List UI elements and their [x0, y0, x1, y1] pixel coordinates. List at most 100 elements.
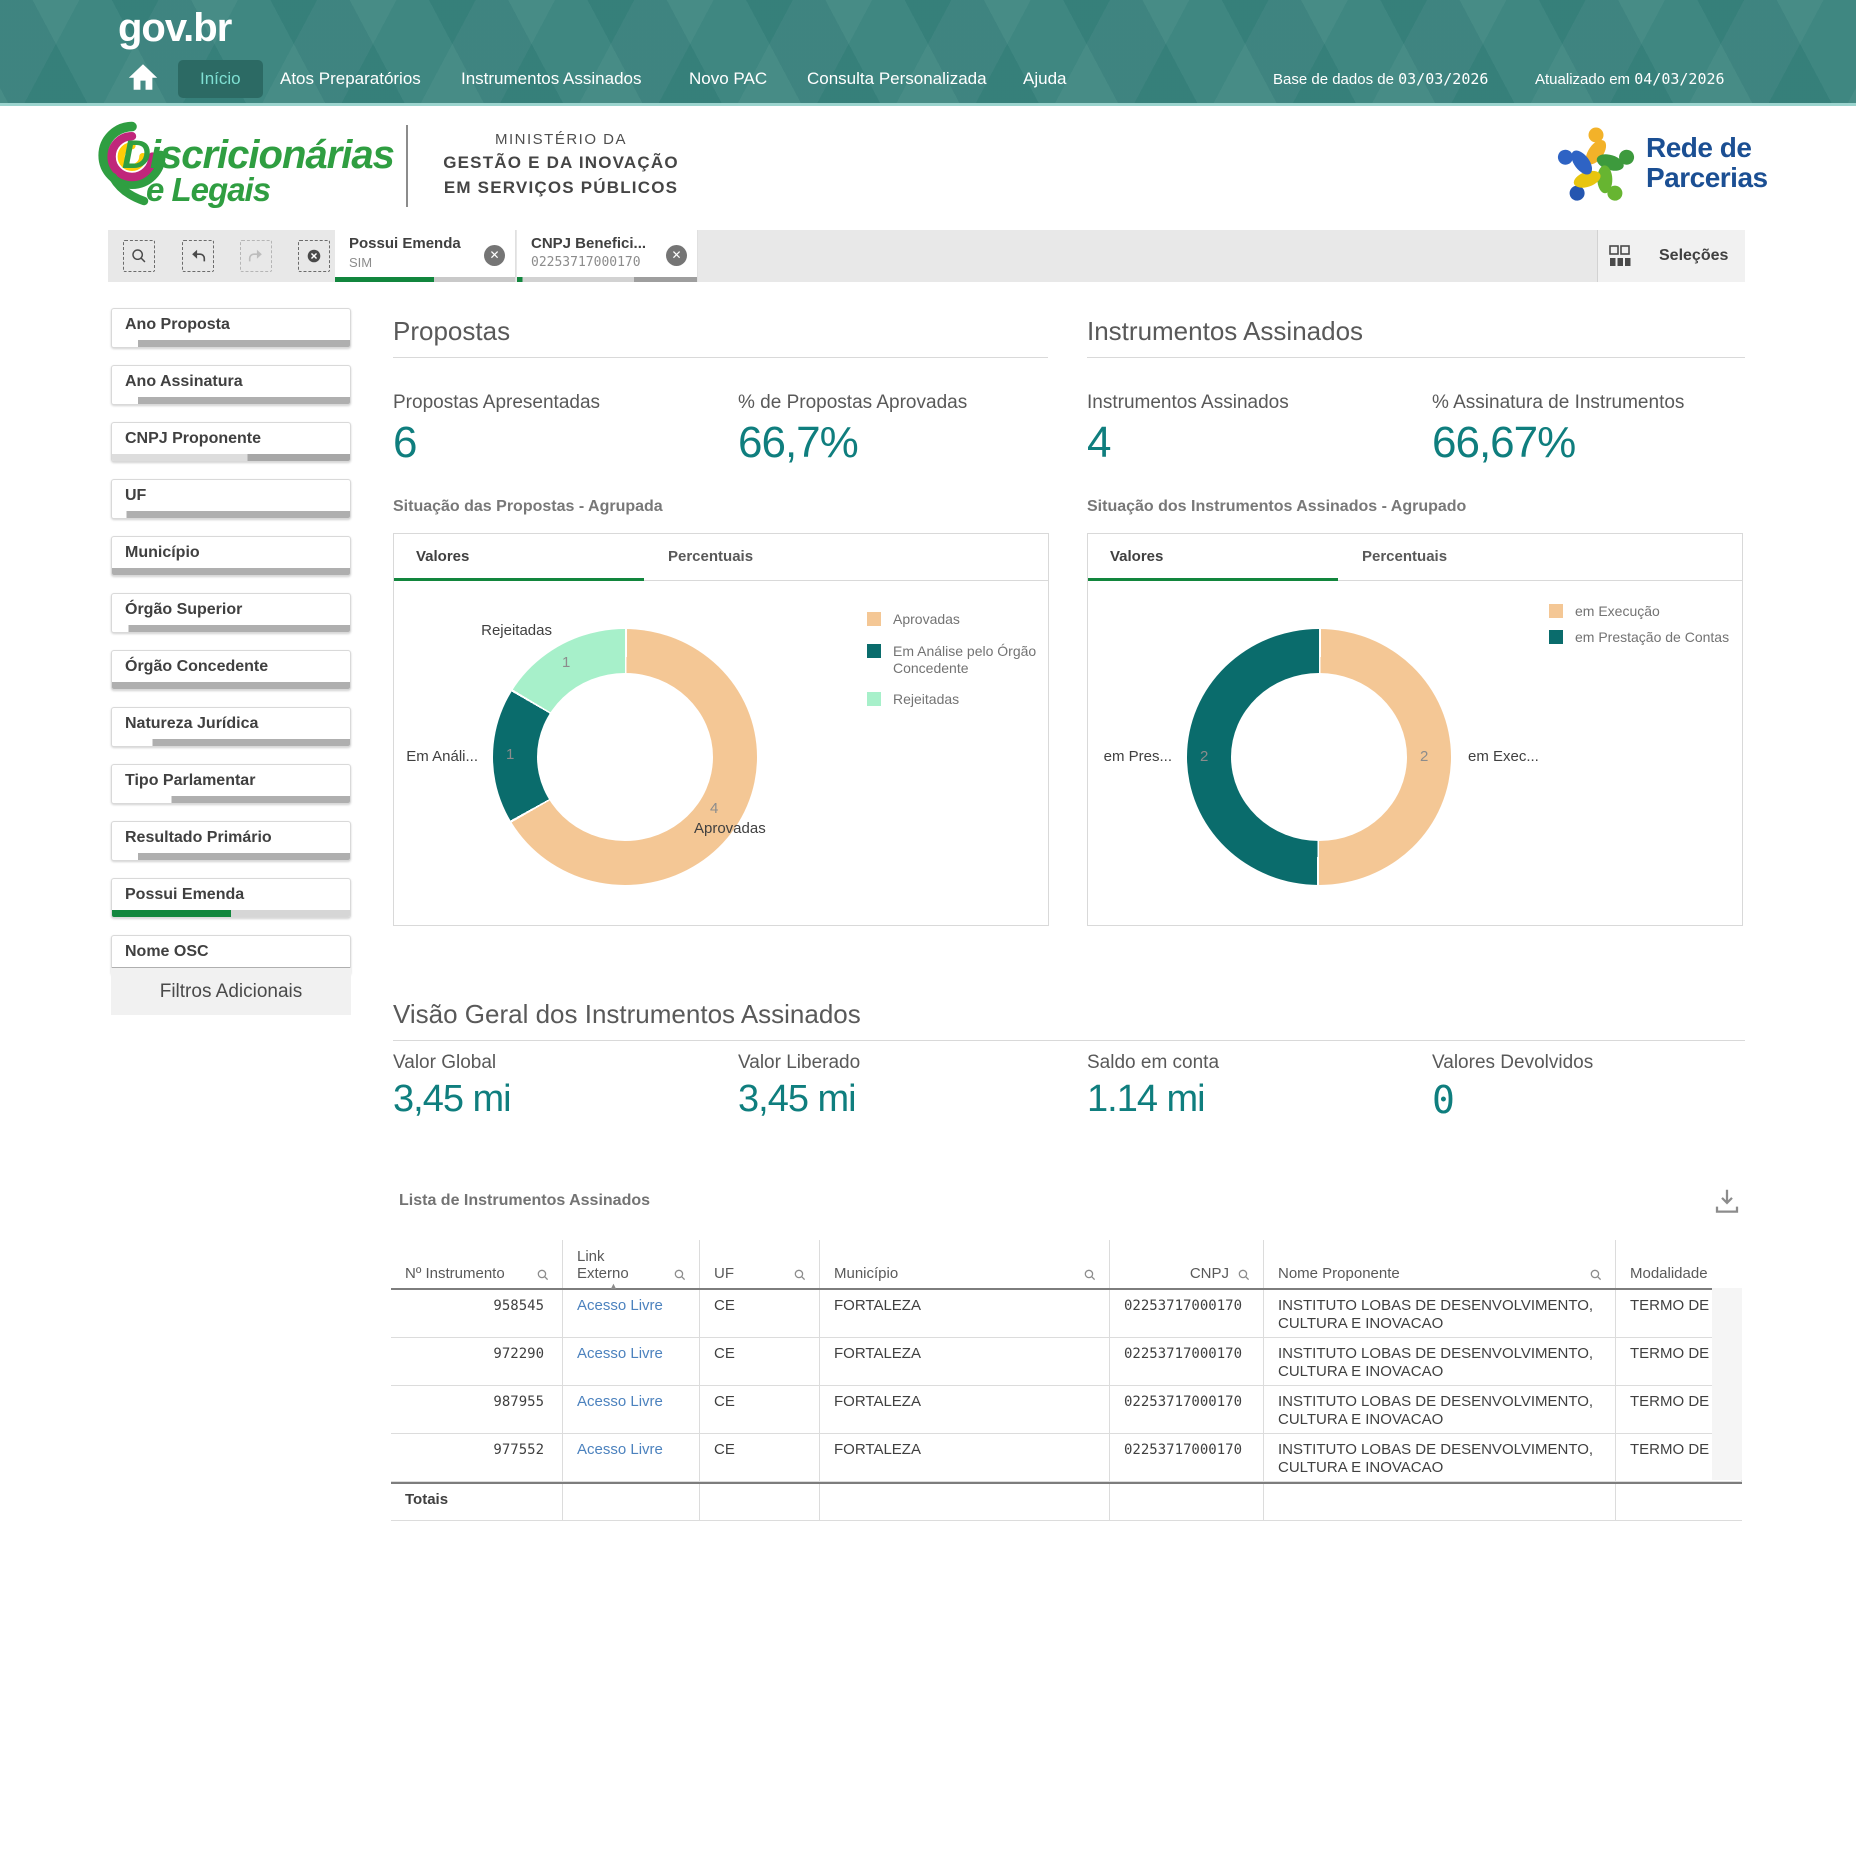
chip-close-icon[interactable]: ✕: [484, 245, 505, 266]
selection-forward-icon[interactable]: [240, 240, 272, 272]
download-icon[interactable]: [1712, 1186, 1742, 1216]
slice-value-rejeitadas: 1: [562, 654, 570, 671]
column-search-icon[interactable]: [1237, 1268, 1251, 1282]
cell-num-instrumento: 972290: [391, 1338, 563, 1385]
nav-instrumentos-assinados[interactable]: Instrumentos Assinados: [461, 60, 641, 98]
sidebar-item-orgao-superior[interactable]: Órgão Superior: [111, 593, 351, 633]
instrumentos-section-title: Instrumentos Assinados: [1087, 316, 1363, 347]
chart1-tabs: Valores Percentuais: [394, 534, 1048, 581]
table-row[interactable]: 958545 Acesso Livre CE FORTALEZA 0225371…: [391, 1290, 1742, 1338]
cell-uf: CE: [700, 1386, 820, 1433]
donut-hole: [1231, 673, 1407, 841]
updated-date-label: Atualizado em: [1535, 71, 1630, 88]
column-search-icon[interactable]: [1083, 1268, 1097, 1282]
cell-link-externo[interactable]: Acesso Livre: [563, 1386, 700, 1433]
tab-label: Valores: [416, 548, 469, 565]
slice-value-em-analise: 1: [506, 746, 514, 763]
chip-close-icon[interactable]: ✕: [666, 245, 687, 266]
selection-chip-possui-emenda[interactable]: Possui Emenda SIM ✕: [335, 230, 516, 282]
cell-municipio: FORTALEZA: [820, 1434, 1110, 1481]
sidebar-item-label: Ano Proposta: [125, 316, 230, 334]
cell-nome-proponente: INSTITUTO LOBAS DE DESENVOLVIMENTO, CULT…: [1264, 1338, 1616, 1385]
additional-filters-button[interactable]: Filtros Adicionais: [111, 968, 351, 1015]
sidebar-item-label: Ano Assinatura: [125, 373, 243, 391]
propostas-section-title: Propostas: [393, 316, 510, 347]
column-search-icon[interactable]: [673, 1268, 687, 1282]
chart1-card: Valores Percentuais 4 1 1 Rejeitadas Em …: [393, 533, 1049, 926]
nav-atos-preparatorios[interactable]: Atos Preparatórios: [280, 60, 421, 98]
selection-back-icon[interactable]: [182, 240, 214, 272]
chip-value: SIM: [349, 255, 372, 270]
col-header-cnpj[interactable]: CNPJ: [1110, 1240, 1264, 1288]
cell-uf: CE: [700, 1434, 820, 1481]
col-header-uf[interactable]: UF: [700, 1240, 820, 1288]
kpi-pct-assinatura-value: 66,67%: [1432, 418, 1575, 468]
nav-novo-pac[interactable]: Novo PAC: [689, 60, 767, 98]
table-row[interactable]: 977552 Acesso Livre CE FORTALEZA 0225371…: [391, 1434, 1742, 1482]
kpi-pct-propostas-aprovadas-label: % de Propostas Aprovadas: [738, 392, 967, 414]
column-search-icon[interactable]: [536, 1268, 550, 1282]
cell-link-externo[interactable]: Acesso Livre: [563, 1290, 700, 1337]
kpi-valores-devolvidos-value: 0: [1432, 1078, 1455, 1122]
ministry-line2: GESTÃO E DA INOVAÇÃO: [430, 153, 692, 173]
col-header-nome-proponente[interactable]: Nome Proponente: [1264, 1240, 1616, 1288]
clear-selections-icon[interactable]: [298, 240, 330, 272]
nav-ajuda[interactable]: Ajuda: [1023, 60, 1066, 98]
sidebar-item-natureza-juridica[interactable]: Natureza Jurídica: [111, 707, 351, 747]
chip-state-bar: [335, 277, 515, 282]
table-row[interactable]: 972290 Acesso Livre CE FORTALEZA 0225371…: [391, 1338, 1742, 1386]
table-row[interactable]: 987955 Acesso Livre CE FORTALEZA 0225371…: [391, 1386, 1742, 1434]
updated-date-value: 04/03/2026: [1634, 70, 1724, 88]
tab-label: Valores: [1110, 548, 1163, 565]
selections-button[interactable]: Seleções: [1597, 230, 1745, 282]
sidebar-item-resultado-primario[interactable]: Resultado Primário: [111, 821, 351, 861]
sidebar-item-tipo-parlamentar[interactable]: Tipo Parlamentar: [111, 764, 351, 804]
kpi-instrumentos-assinados-value: 4: [1087, 418, 1110, 468]
chart1-tab-percentuais[interactable]: Percentuais: [668, 548, 753, 565]
sidebar-item-possui-emenda[interactable]: Possui Emenda: [111, 878, 351, 918]
nav-inicio[interactable]: Início: [178, 60, 263, 98]
column-search-icon[interactable]: [793, 1268, 807, 1282]
sidebar-item-label: UF: [125, 487, 146, 505]
ministry-line1: MINISTÉRIO DA: [430, 131, 692, 148]
kpi-pct-assinatura-label: % Assinatura de Instrumentos: [1432, 392, 1684, 414]
sidebar-item-municipio[interactable]: Município: [111, 536, 351, 576]
totals-label: Totais: [391, 1484, 563, 1520]
discricionarias-subtitle: e Legais: [146, 171, 270, 209]
chart1-tab-valores[interactable]: Valores: [394, 534, 644, 581]
totals-cell: [1616, 1484, 1742, 1520]
rede-parcerias-star-icon: [1551, 119, 1641, 211]
nav-consulta-personalizada[interactable]: Consulta Personalizada: [807, 60, 987, 98]
database-date: Base de dados de 03/03/2026: [1273, 60, 1488, 98]
donut-hole: [537, 673, 713, 841]
sidebar-item-ano-proposta[interactable]: Ano Proposta: [111, 308, 351, 348]
col-header-municipio[interactable]: Município: [820, 1240, 1110, 1288]
cell-link-externo[interactable]: Acesso Livre: [563, 1338, 700, 1385]
col-label: CNPJ: [1190, 1265, 1229, 1282]
logo-band: Discricionárias e Legais MINISTÉRIO DA G…: [0, 109, 1856, 228]
chart2-tab-percentuais[interactable]: Percentuais: [1362, 548, 1447, 565]
chart2-tab-valores[interactable]: Valores: [1088, 534, 1338, 581]
col-header-link-externo[interactable]: Link Externo ▲: [563, 1240, 700, 1288]
selection-chip-cnpj-beneficiario[interactable]: CNPJ Benefici... 02253717000170 ✕: [517, 230, 698, 282]
sidebar-item-cnpj-proponente[interactable]: CNPJ Proponente: [111, 422, 351, 462]
selections-label: Seleções: [1659, 247, 1728, 265]
home-icon[interactable]: [126, 60, 160, 94]
kpi-saldo-conta-value: 1.14 mi: [1087, 1078, 1205, 1121]
cell-municipio: FORTALEZA: [820, 1290, 1110, 1337]
col-header-modalidade[interactable]: Modalidade: [1616, 1240, 1742, 1288]
col-header-num-instrumento[interactable]: Nº Instrumento: [391, 1240, 563, 1288]
cell-link-externo[interactable]: Acesso Livre: [563, 1434, 700, 1481]
sidebar-item-orgao-concedente[interactable]: Órgão Concedente: [111, 650, 351, 690]
kpi-valor-global-label: Valor Global: [393, 1052, 496, 1074]
sidebar-item-ano-assinatura[interactable]: Ano Assinatura: [111, 365, 351, 405]
sidebar-item-uf[interactable]: UF: [111, 479, 351, 519]
smart-search-icon[interactable]: [123, 240, 155, 272]
sidebar-item-state-bar: [112, 568, 350, 575]
kpi-valor-global-value: 3,45 mi: [393, 1078, 511, 1121]
visao-geral-divider: [393, 1040, 1745, 1041]
cell-municipio: FORTALEZA: [820, 1386, 1110, 1433]
legend-swatch: [867, 692, 881, 706]
legend-label: Aprovadas: [893, 611, 1053, 628]
column-search-icon[interactable]: [1589, 1268, 1603, 1282]
